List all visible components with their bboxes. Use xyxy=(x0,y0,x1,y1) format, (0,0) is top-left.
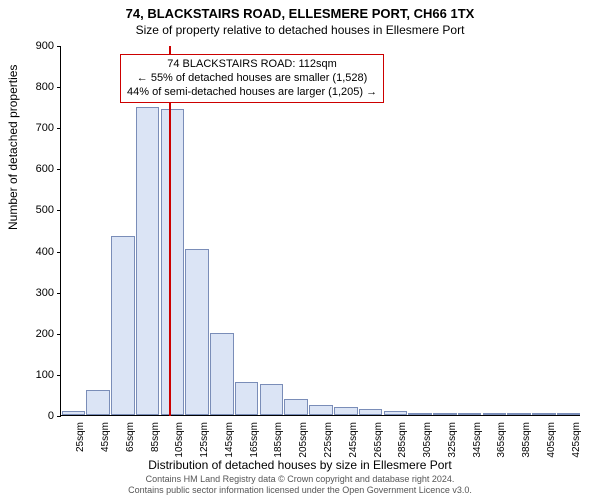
y-tick-mark xyxy=(57,334,61,335)
y-tick-mark xyxy=(57,375,61,376)
x-tick-label: 345sqm xyxy=(472,422,483,458)
annotation-line: ← 55% of detached houses are smaller (1,… xyxy=(127,72,377,86)
y-tick-label: 900 xyxy=(24,40,54,52)
x-tick-label: 325sqm xyxy=(447,422,458,458)
histogram-bar xyxy=(557,413,581,415)
footer-text: Contains HM Land Registry data © Crown c… xyxy=(0,474,600,496)
histogram-bar xyxy=(235,382,259,415)
histogram-bar xyxy=(284,399,308,415)
x-tick-label: 405sqm xyxy=(546,422,557,458)
y-tick-mark xyxy=(57,293,61,294)
chart-title-main: 74, BLACKSTAIRS ROAD, ELLESMERE PORT, CH… xyxy=(0,0,600,21)
y-tick-label: 300 xyxy=(24,287,54,299)
histogram-bar xyxy=(309,405,333,415)
x-tick-label: 205sqm xyxy=(298,422,309,458)
x-tick-label: 125sqm xyxy=(199,422,210,458)
x-tick-label: 285sqm xyxy=(397,422,408,458)
y-tick-mark xyxy=(57,252,61,253)
x-tick-label: 425sqm xyxy=(571,422,582,458)
y-tick-mark xyxy=(57,87,61,88)
histogram-bar xyxy=(111,236,135,415)
chart-title-sub: Size of property relative to detached ho… xyxy=(0,21,600,37)
x-tick-label: 305sqm xyxy=(422,422,433,458)
y-tick-label: 800 xyxy=(24,81,54,93)
x-tick-label: 105sqm xyxy=(174,422,185,458)
x-tick-label: 185sqm xyxy=(273,422,284,458)
x-tick-label: 365sqm xyxy=(496,422,507,458)
histogram-bar xyxy=(334,407,358,415)
x-tick-label: 225sqm xyxy=(323,422,334,458)
x-tick-label: 385sqm xyxy=(521,422,532,458)
y-tick-mark xyxy=(57,210,61,211)
y-axis-label: Number of detached properties xyxy=(6,65,20,230)
histogram-bar xyxy=(185,249,209,416)
y-tick-label: 500 xyxy=(24,204,54,216)
y-tick-mark xyxy=(57,46,61,47)
chart-container: 74, BLACKSTAIRS ROAD, ELLESMERE PORT, CH… xyxy=(0,0,600,500)
histogram-bar xyxy=(532,413,556,415)
x-axis-label: Distribution of detached houses by size … xyxy=(0,458,600,472)
x-tick-label: 165sqm xyxy=(249,422,260,458)
histogram-bar xyxy=(507,413,531,415)
footer-line: Contains HM Land Registry data © Crown c… xyxy=(0,474,600,485)
histogram-bar xyxy=(408,413,432,415)
y-tick-mark xyxy=(57,128,61,129)
x-tick-label: 25sqm xyxy=(75,422,86,452)
histogram-bar xyxy=(62,411,86,415)
histogram-bar xyxy=(384,411,408,415)
x-tick-label: 65sqm xyxy=(125,422,136,452)
histogram-bar xyxy=(86,390,110,415)
histogram-bar xyxy=(161,109,185,415)
annotation-line: 44% of semi-detached houses are larger (… xyxy=(127,86,377,100)
y-tick-label: 200 xyxy=(24,328,54,340)
histogram-bar xyxy=(458,413,482,415)
y-tick-label: 100 xyxy=(24,369,54,381)
x-tick-label: 145sqm xyxy=(224,422,235,458)
y-tick-mark xyxy=(57,169,61,170)
plot-area: 74 BLACKSTAIRS ROAD: 112sqm ← 55% of det… xyxy=(60,46,580,416)
x-tick-label: 265sqm xyxy=(373,422,384,458)
x-tick-label: 245sqm xyxy=(348,422,359,458)
histogram-bar xyxy=(359,409,383,415)
y-tick-label: 0 xyxy=(24,410,54,422)
y-tick-label: 600 xyxy=(24,163,54,175)
histogram-bar xyxy=(433,413,457,415)
histogram-bar xyxy=(210,333,234,415)
y-tick-label: 400 xyxy=(24,246,54,258)
y-tick-mark xyxy=(57,416,61,417)
x-tick-label: 85sqm xyxy=(150,422,161,452)
histogram-bar xyxy=(136,107,160,415)
annotation-line: 74 BLACKSTAIRS ROAD: 112sqm xyxy=(127,58,377,72)
y-tick-label: 700 xyxy=(24,122,54,134)
x-tick-label: 45sqm xyxy=(100,422,111,452)
histogram-bar xyxy=(260,384,284,415)
footer-line: Contains public sector information licen… xyxy=(0,485,600,496)
histogram-bar xyxy=(483,413,507,415)
annotation-box: 74 BLACKSTAIRS ROAD: 112sqm ← 55% of det… xyxy=(120,54,384,103)
